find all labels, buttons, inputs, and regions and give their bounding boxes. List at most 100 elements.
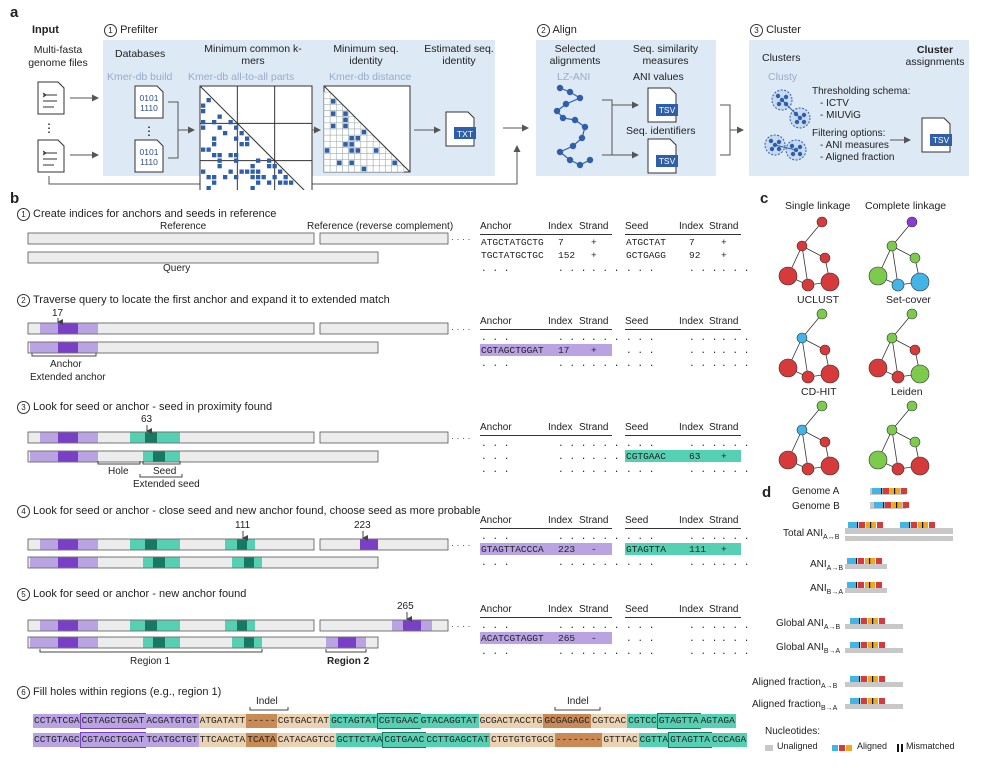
prefilter-number: 1: [104, 24, 117, 37]
anchor-ref: [58, 432, 78, 443]
ani-bar-segment: [929, 522, 935, 528]
table-header-strand: Strand: [709, 515, 739, 526]
align-title: Align: [552, 24, 577, 36]
sequence-segment: GCGACTACCTG: [478, 714, 544, 728]
table-cell: ACATCGTAGGT: [481, 633, 544, 644]
table-cell: . . .: [721, 332, 750, 343]
indel-label-1: Indel: [256, 696, 278, 707]
txt-file-icon: [445, 111, 476, 147]
table-cell: . . .: [626, 557, 655, 568]
table-header-seed: Seed: [625, 604, 649, 615]
align-number: 2: [537, 24, 550, 37]
thresholding-block: Thresholding schema: - ICTV - MIUViG: [812, 86, 910, 122]
ani-bar-segment: [850, 676, 860, 682]
mismatched-legend: Mismatched: [906, 741, 955, 751]
sequence-segment: CGTCC: [627, 714, 658, 728]
txt-label: TXT: [457, 129, 473, 139]
table-cell: . . .: [481, 263, 510, 274]
clusters-label: Clusters: [762, 52, 801, 64]
ani-bar-segment: [900, 522, 910, 528]
table-header-index: Index: [679, 515, 704, 526]
seed-ref: [145, 539, 157, 550]
genome-b-label: Genome B: [792, 501, 840, 512]
ani-ba-text: ANI: [810, 583, 827, 594]
table-cell: . . .: [721, 358, 750, 369]
ani-bar-segment: [879, 642, 885, 648]
ani-bar-segment: [845, 704, 903, 709]
table-cell: +: [721, 544, 727, 555]
query-track: [27, 450, 379, 463]
reference-rc-label: Reference (reverse complement): [307, 221, 454, 232]
ani-bar-segment: [847, 558, 857, 564]
table-header-strand: Strand: [579, 316, 609, 327]
selected-alignments-label: Selected alignments: [549, 43, 601, 67]
sequence-segment: CCTATCGA: [33, 714, 81, 728]
sequence-segment: -----: [246, 714, 277, 728]
anchor-rc: [403, 620, 421, 631]
table-rule: [625, 617, 741, 618]
table-cell: . . .: [626, 633, 655, 644]
seed-core-ref: [237, 539, 247, 550]
db-binary-1b: 1110: [140, 103, 158, 113]
graph-node: [868, 266, 888, 286]
table-cell: . . .: [481, 464, 510, 475]
table-cell: 111: [689, 544, 707, 555]
table-cell: . . .: [689, 531, 718, 542]
table-header-seed: Seed: [625, 422, 649, 433]
graph-node: [796, 332, 808, 344]
method-cd-hit: CD-HIT: [801, 386, 837, 398]
table-cell: 7: [558, 237, 564, 248]
ani-ab-text: ANI: [810, 559, 827, 570]
tsv-label-2: TSV: [659, 156, 676, 166]
method-leiden: Leiden: [891, 386, 923, 398]
table-header-index: Index: [679, 422, 704, 433]
sequence-segment: TCATA: [246, 733, 277, 747]
anchor-ref: [58, 539, 78, 550]
reference-label: Reference: [160, 221, 207, 232]
graph-node: [891, 462, 905, 476]
pos-17: 17: [52, 308, 64, 319]
graph-node: [906, 216, 918, 228]
highlighted-row: [625, 450, 741, 462]
bracket: [97, 461, 141, 465]
sequence-segment: CGTCAC: [590, 714, 628, 728]
sequence-segment: GCTAGTAT: [330, 714, 378, 728]
ani-ab-label: ANIA→B: [810, 559, 843, 572]
table-rule: [480, 617, 612, 618]
total-ani-text: Total ANI: [783, 528, 824, 539]
ani-bar-segment: [872, 488, 882, 494]
graph-node: [868, 358, 888, 378]
ani-bar-segment: [845, 624, 903, 629]
tsv-file-icon: [921, 117, 952, 153]
seed-core-query: [244, 637, 254, 648]
seed-ref: [145, 620, 157, 631]
ani-ba-sub: B→A: [826, 589, 844, 596]
ani-bar-segment: [858, 558, 864, 564]
mismatch-swatch: [897, 744, 899, 752]
global-ani-ab-sub: A→B: [823, 624, 841, 631]
bracket: [31, 353, 97, 357]
anchor-query-2: [338, 637, 356, 648]
sequence-segment: CCTTGAGCTAT: [425, 733, 491, 747]
table-cell: +: [591, 237, 597, 248]
seed-ref: [145, 432, 157, 443]
table-cell: . . .: [591, 531, 620, 542]
graph-node: [891, 370, 905, 384]
genome-file-icon: [37, 81, 65, 115]
unaligned-swatch: [765, 745, 773, 751]
query-track: [27, 556, 379, 569]
cluster-graph: [778, 216, 840, 292]
thresholding-label: Thresholding schema:: [812, 86, 911, 97]
ani-bar-segment: [847, 582, 857, 588]
seed-query: [153, 637, 165, 648]
ani-bar-segment: [901, 488, 907, 494]
seed-core-ref: [237, 620, 247, 631]
lzani-label: LZ-ANI: [557, 71, 591, 83]
align-panel: [536, 40, 716, 176]
table-cell: . . .: [558, 358, 587, 369]
table-cell: . . .: [721, 345, 750, 356]
cluster-graph: [868, 216, 930, 292]
sequence-row-bottom: CCTGTAGC CGTAGCTGGAT TCATGCTGT TTCAACTA TCAT…: [33, 732, 748, 748]
miuvig-label: - MIUViG: [820, 110, 861, 121]
